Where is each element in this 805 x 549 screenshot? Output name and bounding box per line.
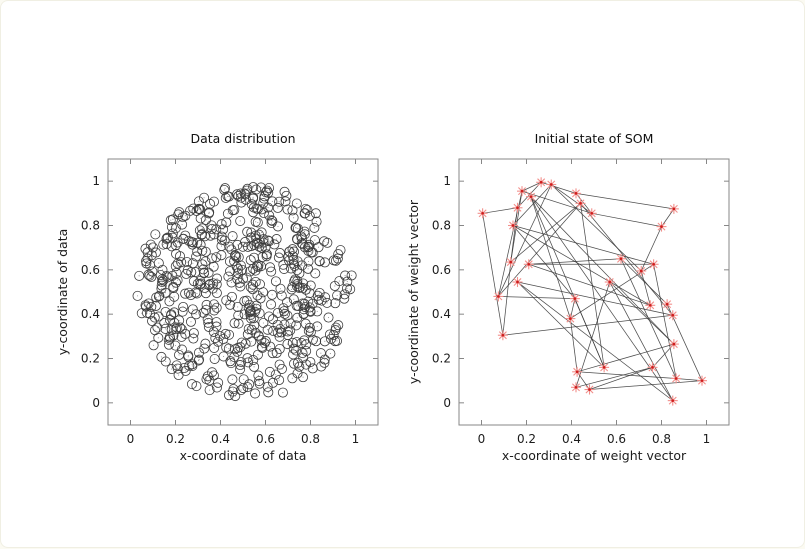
som-initial-xtick-label: 1 — [703, 432, 711, 446]
som-initial-edges — [482, 181, 703, 401]
data-distribution-xtick-label: 0.4 — [211, 432, 230, 446]
som-initial-ytick-label: 0 — [443, 396, 451, 410]
som-initial-ticks: 0 0.2 0.4 0.6 0.8 1 0 0.2 0.4 0.6 0.8 1 — [432, 159, 729, 446]
asterisk-marker-icon — [505, 257, 516, 268]
asterisk-marker-icon — [477, 208, 488, 219]
asterisk-marker-icon — [662, 299, 673, 310]
data-distribution-ytick-label: 0.2 — [81, 352, 100, 366]
som-initial-ytick-label: 0.4 — [432, 307, 451, 321]
asterisk-marker-icon — [667, 310, 678, 321]
som-initial-plot: 0 0.2 0.4 0.6 0.8 1 0 0.2 0.4 0.6 0.8 1 Initial stat… — [406, 131, 730, 463]
asterisk-marker-icon — [546, 179, 557, 190]
asterisk-marker-icon — [667, 395, 678, 406]
data-distribution-ytick-label: 0 — [92, 396, 100, 410]
data-distribution-plot: 0 0.2 0.4 0.6 0.8 1 0 0.2 0.4 0.6 0.8 1 Data distrib… — [55, 131, 379, 463]
data-distribution-xtick-label: 1 — [352, 432, 360, 446]
asterisk-marker-icon — [647, 362, 658, 373]
data-distribution-xtick-label: 0.6 — [256, 432, 275, 446]
som-initial-points — [477, 177, 707, 406]
data-distribution-xtick-label: 0.2 — [166, 432, 185, 446]
data-distribution-ylabel: y-coordinate of data — [55, 229, 70, 356]
som-initial-xtick-label: 0.8 — [652, 432, 671, 446]
asterisk-marker-icon — [571, 188, 581, 199]
asterisk-marker-icon — [599, 362, 610, 373]
data-distribution-xtick-label: 0 — [127, 432, 135, 446]
data-distribution-title: Data distribution — [190, 131, 295, 146]
som-initial-ytick-label: 1 — [443, 174, 451, 188]
data-distribution-ytick-label: 0.4 — [81, 307, 100, 321]
asterisk-marker-icon — [656, 221, 667, 232]
asterisk-marker-icon — [572, 366, 583, 377]
asterisk-marker-icon — [671, 373, 682, 384]
asterisk-marker-icon — [648, 259, 659, 270]
asterisk-marker-icon — [526, 191, 536, 202]
asterisk-marker-icon — [697, 375, 707, 386]
som-initial-xtick-label: 0 — [478, 432, 486, 446]
data-distribution-xtick-label: 0.8 — [301, 432, 320, 446]
asterisk-marker-icon — [571, 382, 581, 393]
data-distribution-points — [132, 182, 357, 402]
data-distribution-ticks: 0 0.2 0.4 0.6 0.8 1 0 0.2 0.4 0.6 0.8 1 — [81, 159, 378, 446]
som-initial-ylabel: y-coordinate of weight vector — [406, 199, 421, 384]
asterisk-marker-icon — [512, 202, 523, 213]
som-initial-ytick-label: 0.6 — [432, 263, 451, 277]
som-initial-frame — [458, 158, 730, 426]
asterisk-marker-icon — [584, 384, 595, 395]
som-initial-xtick-label: 0.6 — [607, 432, 626, 446]
asterisk-marker-icon — [586, 208, 597, 219]
asterisk-marker-icon — [604, 277, 615, 288]
asterisk-marker-icon — [575, 198, 586, 209]
som-initial-ytick-label: 0.8 — [432, 219, 451, 233]
asterisk-marker-icon — [497, 330, 508, 341]
data-distribution-ytick-label: 0.8 — [81, 219, 100, 233]
data-distribution-frame — [107, 158, 379, 426]
som-initial-xtick-label: 0.4 — [562, 432, 581, 446]
som-initial-ytick-label: 0.2 — [432, 352, 451, 366]
asterisk-marker-icon — [569, 293, 580, 304]
data-distribution-xlabel: x-coordinate of data — [180, 448, 307, 463]
data-distribution-ytick-label: 0.6 — [81, 263, 100, 277]
asterisk-marker-icon — [493, 291, 504, 302]
asterisk-marker-icon — [523, 259, 534, 270]
asterisk-marker-icon — [668, 339, 679, 350]
asterisk-marker-icon — [517, 186, 527, 197]
asterisk-marker-icon — [536, 177, 547, 188]
data-distribution-ytick-label: 1 — [92, 174, 100, 188]
asterisk-marker-icon — [565, 313, 576, 324]
asterisk-marker-icon — [668, 203, 679, 214]
asterisk-marker-icon — [508, 220, 518, 231]
asterisk-marker-icon — [645, 300, 656, 311]
asterisk-marker-icon — [636, 265, 647, 276]
asterisk-marker-icon — [616, 253, 626, 264]
som-initial-title: Initial state of SOM — [535, 131, 654, 146]
asterisk-marker-icon — [512, 277, 523, 288]
som-initial-xlabel: x-coordinate of weight vector — [502, 448, 687, 463]
som-initial-xtick-label: 0.2 — [517, 432, 536, 446]
